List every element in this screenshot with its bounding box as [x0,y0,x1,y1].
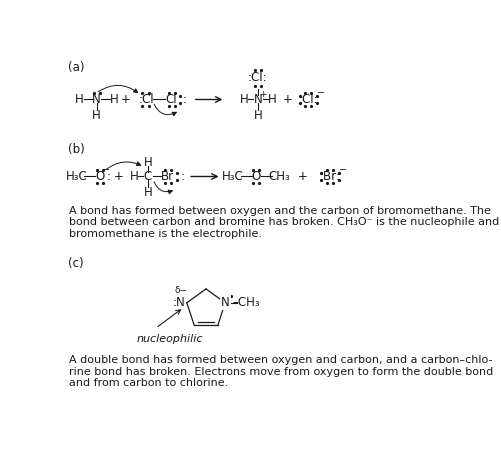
Text: N: N [92,93,101,106]
Text: rine bond has broken. Electrons move from oxygen to form the double bond: rine bond has broken. Electrons move fro… [69,367,493,377]
FancyArrowPatch shape [154,182,172,194]
Text: bond between carbon and bromine has broken. CH₃O⁻ is the nucleophile and: bond between carbon and bromine has brok… [69,218,499,227]
Text: +: + [121,93,131,106]
Text: H: H [239,93,248,106]
Text: Cl: Cl [165,93,177,106]
Text: bromomethane is the electrophile.: bromomethane is the electrophile. [69,229,262,239]
Text: H: H [143,156,152,169]
Text: CH₃: CH₃ [269,170,291,183]
Text: A double bond has formed between oxygen and carbon, and a carbon–chlo-: A double bond has formed between oxygen … [69,355,492,365]
Text: −: − [339,165,347,175]
Text: nucleophilic: nucleophilic [136,335,203,345]
Text: Br: Br [161,170,174,183]
Text: and from carbon to chlorine.: and from carbon to chlorine. [69,378,228,388]
Text: A bond has formed between oxygen and the carbon of bromomethane. The: A bond has formed between oxygen and the… [69,206,490,216]
Text: H₃C: H₃C [66,170,88,183]
Text: N: N [221,296,229,309]
Text: H: H [254,109,263,122]
Text: H: H [143,186,152,199]
Text: :Cl:: :Cl: [299,93,318,106]
Text: :Cl: :Cl [138,93,154,106]
Text: H: H [75,93,84,106]
Text: N: N [254,93,263,106]
Text: H: H [92,109,101,122]
Text: :: : [183,93,187,106]
Text: :Br:: :Br: [320,170,341,183]
Text: +: + [259,90,267,99]
Text: :: : [107,170,111,183]
Text: H₃C: H₃C [222,170,244,183]
Text: +: + [298,170,308,183]
Text: −: − [102,165,110,175]
Text: C: C [144,170,152,183]
Text: δ−: δ− [174,286,187,295]
Text: (b): (b) [68,143,85,156]
Text: O: O [252,170,261,183]
Text: H: H [268,93,277,106]
Text: :N: :N [172,296,185,309]
Text: (a): (a) [68,61,85,74]
Text: +: + [283,93,292,106]
Text: O: O [95,170,104,183]
Text: (c): (c) [68,256,84,270]
Text: H: H [130,170,138,183]
Text: +: + [114,170,123,183]
FancyArrowPatch shape [106,162,141,170]
Text: –CH₃: –CH₃ [232,296,260,309]
Text: :: : [180,170,184,183]
FancyArrowPatch shape [98,85,138,93]
Text: :Cl:: :Cl: [248,71,268,85]
Text: H: H [109,93,118,106]
Text: −: − [317,88,325,98]
FancyArrowPatch shape [154,104,176,116]
